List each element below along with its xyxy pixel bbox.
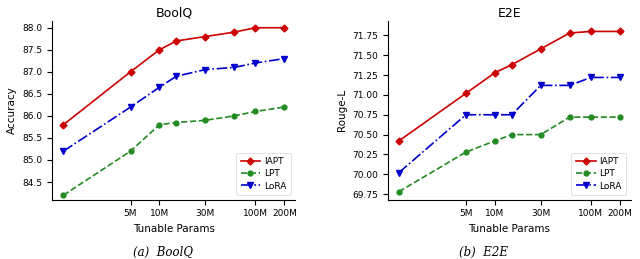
LoRA bbox=[252, 61, 259, 64]
Legend: IAPT, LPT, LoRA: IAPT, LPT, LoRA bbox=[572, 153, 627, 195]
Text: (a)  BoolQ: (a) BoolQ bbox=[133, 246, 193, 259]
LoRA bbox=[156, 86, 163, 89]
LoRA bbox=[566, 84, 573, 87]
LoRA bbox=[127, 105, 134, 109]
LPT bbox=[616, 116, 623, 119]
LPT bbox=[395, 190, 403, 193]
LPT bbox=[280, 105, 288, 109]
LPT bbox=[462, 150, 470, 154]
LoRA bbox=[60, 150, 67, 153]
IAPT bbox=[462, 92, 470, 95]
IAPT bbox=[566, 31, 573, 34]
Y-axis label: Rouge-L: Rouge-L bbox=[337, 89, 347, 131]
LPT bbox=[566, 116, 573, 119]
IAPT bbox=[587, 30, 595, 33]
IAPT bbox=[156, 48, 163, 51]
Title: BoolQ: BoolQ bbox=[156, 7, 193, 20]
LoRA bbox=[173, 75, 180, 78]
Line: IAPT: IAPT bbox=[396, 29, 622, 143]
LPT bbox=[587, 116, 595, 119]
LoRA bbox=[202, 68, 209, 71]
Line: LPT: LPT bbox=[61, 105, 287, 198]
IAPT bbox=[280, 26, 288, 29]
IAPT bbox=[616, 30, 623, 33]
X-axis label: Tunable Params: Tunable Params bbox=[133, 224, 215, 234]
IAPT bbox=[127, 70, 134, 73]
IAPT bbox=[173, 39, 180, 42]
IAPT bbox=[252, 26, 259, 29]
LPT bbox=[252, 110, 259, 113]
IAPT bbox=[537, 47, 545, 51]
IAPT bbox=[491, 71, 499, 74]
Y-axis label: Accuracy: Accuracy bbox=[7, 87, 17, 134]
LPT bbox=[508, 133, 516, 136]
Legend: IAPT, LPT, LoRA: IAPT, LPT, LoRA bbox=[236, 153, 291, 195]
LPT bbox=[127, 150, 134, 153]
Line: LoRA: LoRA bbox=[60, 55, 287, 154]
LPT bbox=[230, 114, 238, 117]
IAPT bbox=[230, 31, 238, 34]
Line: IAPT: IAPT bbox=[61, 25, 287, 127]
Title: E2E: E2E bbox=[497, 7, 521, 20]
LoRA bbox=[462, 113, 470, 116]
LPT bbox=[491, 139, 499, 142]
IAPT bbox=[395, 139, 403, 142]
LPT bbox=[156, 123, 163, 126]
LPT bbox=[60, 194, 67, 197]
X-axis label: Tunable Params: Tunable Params bbox=[468, 224, 550, 234]
LPT bbox=[173, 121, 180, 124]
IAPT bbox=[60, 123, 67, 126]
Line: LPT: LPT bbox=[396, 115, 622, 194]
LPT bbox=[537, 133, 545, 136]
LoRA bbox=[508, 113, 516, 116]
LoRA bbox=[616, 76, 623, 79]
LoRA bbox=[537, 84, 545, 87]
LPT bbox=[202, 119, 209, 122]
Text: (b)  E2E: (b) E2E bbox=[459, 246, 508, 259]
LoRA bbox=[230, 66, 238, 69]
LoRA bbox=[395, 171, 403, 174]
LoRA bbox=[491, 113, 499, 116]
LoRA bbox=[280, 57, 288, 60]
IAPT bbox=[508, 63, 516, 66]
IAPT bbox=[202, 35, 209, 38]
LoRA bbox=[587, 76, 595, 79]
Line: LoRA: LoRA bbox=[396, 74, 623, 176]
